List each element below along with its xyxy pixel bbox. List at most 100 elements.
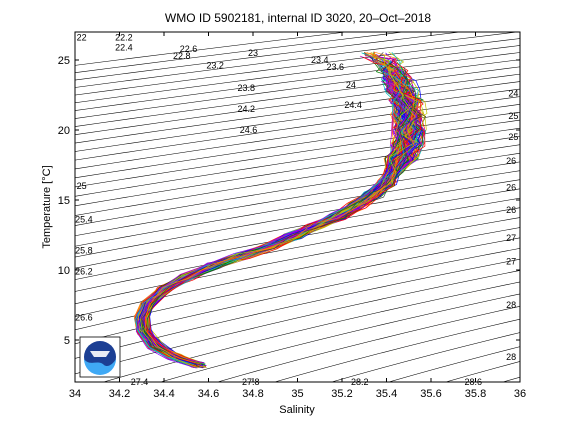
isopycnal-label: 23 bbox=[248, 48, 258, 58]
y-tick-label: 5 bbox=[64, 335, 70, 347]
x-tick-label: 35.6 bbox=[420, 388, 441, 400]
profile-line bbox=[140, 70, 415, 367]
isopycnal-line bbox=[75, 248, 520, 345]
profile-line bbox=[139, 56, 415, 367]
isopycnal-label: 23.4 bbox=[311, 55, 329, 65]
profile-line bbox=[137, 69, 417, 364]
profile-line bbox=[147, 51, 419, 365]
isopycnal-label: 22.8 bbox=[173, 51, 191, 61]
x-tick-label: 35.2 bbox=[331, 388, 352, 400]
profile-line bbox=[140, 91, 421, 364]
noaa-logo bbox=[79, 336, 121, 378]
profile-line bbox=[144, 92, 418, 368]
isopycnal-line bbox=[75, 144, 520, 216]
profile-line bbox=[143, 81, 422, 366]
profile-line bbox=[144, 70, 418, 368]
profile-line bbox=[139, 69, 419, 367]
isopycnal-label: 26.6 bbox=[75, 313, 93, 323]
profile-line bbox=[145, 101, 403, 364]
isopycnal-label: 24 bbox=[508, 89, 518, 99]
profile-line bbox=[142, 61, 421, 365]
profile-line bbox=[136, 103, 405, 363]
profile-line bbox=[138, 89, 414, 363]
isopycnal-label: 24 bbox=[346, 80, 356, 90]
profile-line bbox=[142, 68, 415, 364]
profile-line bbox=[139, 101, 420, 367]
isopycnal-label: 26 bbox=[506, 156, 516, 166]
isopycnal-label: 27 bbox=[506, 257, 516, 267]
x-tick-label: 34.6 bbox=[198, 388, 219, 400]
y-tick-label: 20 bbox=[58, 125, 70, 137]
x-tick-label: 34.4 bbox=[153, 388, 174, 400]
profile-line bbox=[142, 101, 418, 367]
isopycnal-line bbox=[75, 32, 520, 88]
isopycnal-line bbox=[102, 281, 520, 382]
profile-line bbox=[140, 61, 413, 368]
profile-line bbox=[142, 54, 415, 368]
profile-line bbox=[135, 79, 418, 369]
isopycnal-label: 23.6 bbox=[327, 62, 345, 72]
isopycnal-line bbox=[216, 305, 520, 382]
isopycnal-line bbox=[273, 318, 520, 382]
y-tick-label: 10 bbox=[58, 265, 70, 277]
profile-line bbox=[145, 51, 420, 365]
profile-line bbox=[134, 81, 413, 365]
profile-line bbox=[142, 90, 416, 366]
profile-line bbox=[142, 60, 424, 365]
profile-line bbox=[135, 52, 417, 369]
profile-line bbox=[144, 59, 426, 369]
profile-line bbox=[138, 77, 406, 367]
profile-line bbox=[139, 77, 420, 367]
isopycnal-label: 26.2 bbox=[75, 266, 93, 276]
isopycnal-line bbox=[75, 188, 520, 269]
profile-line bbox=[136, 88, 413, 365]
isopycnal-label: 25.8 bbox=[75, 245, 93, 255]
profile-line bbox=[137, 102, 415, 367]
isopycnal-line bbox=[75, 38, 520, 96]
profile-line bbox=[140, 79, 415, 367]
profile-line bbox=[136, 52, 411, 365]
y-axis-ticks: 5 10 15 20 25 bbox=[58, 55, 520, 347]
profile-line bbox=[141, 67, 423, 366]
isopycnal-label: 25 bbox=[77, 181, 87, 191]
profile-line bbox=[141, 99, 419, 368]
isopycnal-line bbox=[444, 361, 520, 382]
isopycnal-label: 25 bbox=[508, 132, 518, 142]
profile-line bbox=[137, 52, 414, 368]
profile-line bbox=[137, 76, 418, 365]
profile-line bbox=[143, 89, 415, 368]
x-tick-label: 34 bbox=[69, 388, 81, 400]
profile-line bbox=[138, 99, 418, 366]
profile-line bbox=[145, 68, 418, 366]
profile-line bbox=[141, 103, 413, 369]
isopycnal-line bbox=[75, 45, 520, 104]
isopycnal-label: 25.4 bbox=[75, 215, 93, 225]
profile-line bbox=[140, 52, 417, 365]
profile-line bbox=[140, 62, 420, 364]
isopycnal-line bbox=[75, 161, 520, 237]
isopycnal-label: 22.4 bbox=[115, 42, 133, 52]
y-axis-label: Temperature [°C] bbox=[41, 165, 53, 248]
profile-line bbox=[137, 102, 410, 367]
profile-line bbox=[137, 81, 405, 364]
profile-line bbox=[146, 78, 426, 367]
profile-line bbox=[144, 103, 424, 363]
profile-line bbox=[141, 71, 415, 365]
profile-line bbox=[134, 100, 407, 368]
profile-line bbox=[149, 71, 424, 369]
profile-line bbox=[143, 93, 415, 367]
y-tick-label: 15 bbox=[58, 195, 70, 207]
isopycnal-label: 26 bbox=[506, 182, 516, 192]
profile-line bbox=[141, 99, 413, 364]
x-axis-label: Salinity bbox=[279, 404, 315, 416]
profile-line bbox=[138, 77, 410, 366]
isopycnal-label: 27 bbox=[506, 233, 516, 243]
profile-line bbox=[141, 79, 416, 365]
profile-line bbox=[135, 54, 417, 364]
isopycnal-line bbox=[75, 59, 520, 119]
profile-line bbox=[143, 89, 424, 366]
profile-line bbox=[137, 76, 406, 368]
profile-line bbox=[138, 55, 419, 367]
profile-line bbox=[143, 67, 419, 367]
